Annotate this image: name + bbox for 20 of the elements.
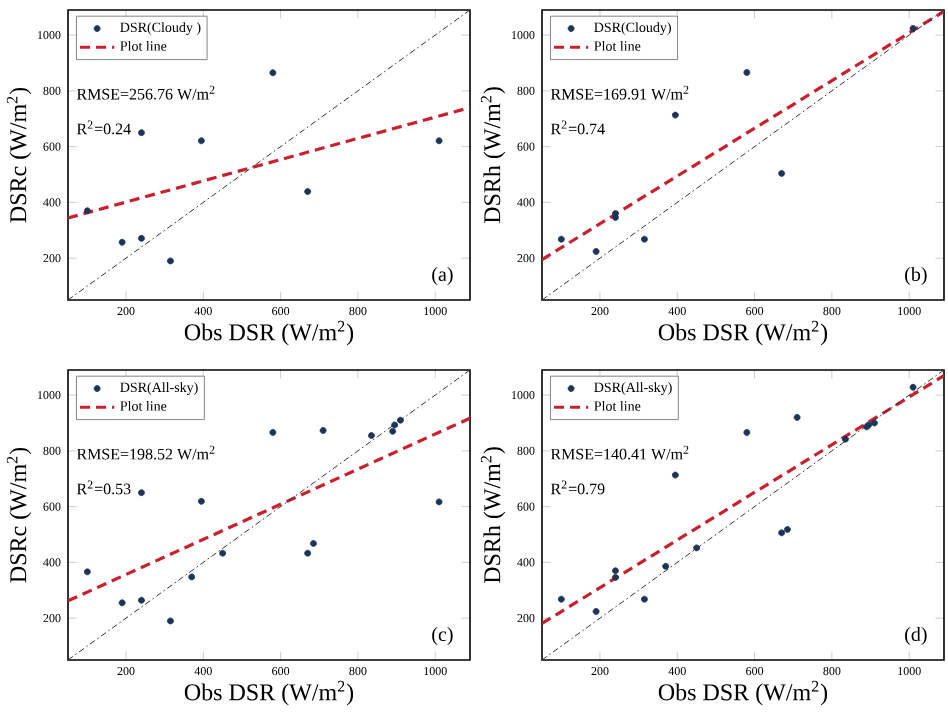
annotation: (d) (905, 626, 927, 646)
x-axis-title: Obs DSR (W/m$^{2}$) (184, 680, 354, 706)
x-axis-title: Obs DSR (W/m$^{2}$) (658, 680, 828, 706)
annotation: R$^{2}$=0.74 (550, 120, 605, 135)
x-axis-title: Obs DSR (W/m$^{2}$) (658, 320, 828, 346)
y-axis-title: DSRc (W/m$^{2}$) (6, 87, 32, 223)
annotation: (b) (905, 266, 927, 286)
annotation: (a) (432, 266, 453, 286)
annotation: RMSE=169.91 W/m$^{2}$ (550, 85, 689, 100)
annotation: RMSE=256.76 W/m$^{2}$ (76, 85, 215, 100)
annotation: R$^{2}$=0.53 (76, 480, 131, 495)
annotation: (c) (432, 626, 453, 646)
annotation: RMSE=198.52 W/m$^{2}$ (76, 445, 215, 460)
annotation: R$^{2}$=0.24 (76, 120, 131, 135)
y-axis-title: DSRh (W/m$^{2}$) (480, 87, 506, 224)
y-axis-title: DSRc (W/m$^{2}$) (6, 447, 32, 583)
x-axis-title: Obs DSR (W/m$^{2}$) (184, 320, 354, 346)
annotation: R$^{2}$=0.79 (550, 480, 605, 495)
annotation: RMSE=140.41 W/m$^{2}$ (550, 445, 689, 460)
y-axis-title: DSRh (W/m$^{2}$) (480, 447, 506, 584)
